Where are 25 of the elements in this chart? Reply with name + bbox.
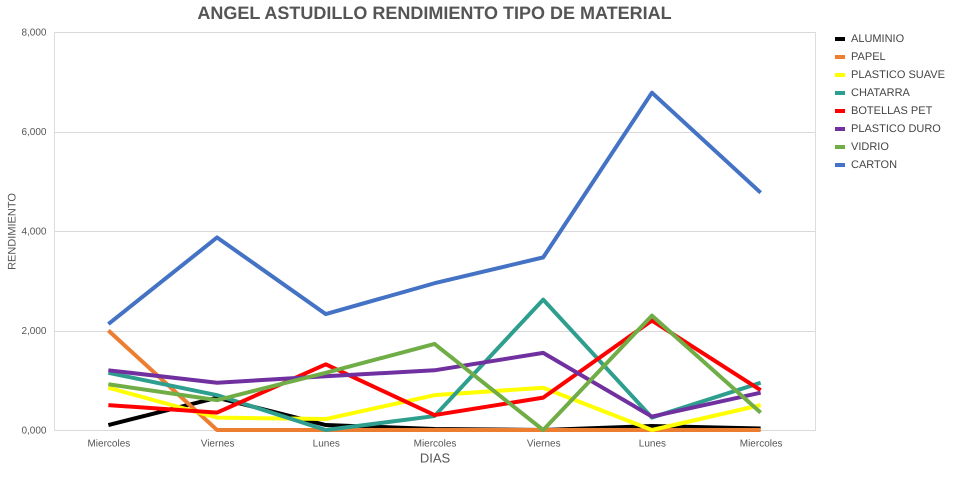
legend-label: ALUMINIO xyxy=(851,33,905,45)
line-series xyxy=(106,350,763,419)
legend-label: CHATARRA xyxy=(851,87,911,99)
x-tick-label: Miercoles xyxy=(740,438,783,450)
chart-title: ANGEL ASTUDILLO RENDIMIENTO TIPO DE MATERIAL xyxy=(197,3,672,23)
y-tick-label: 8,000 xyxy=(21,28,47,38)
line-series xyxy=(106,90,763,326)
x-axis-title: DIAS xyxy=(420,450,450,466)
legend-label: VIDRIO xyxy=(851,141,890,153)
x-tick-label: Viernes xyxy=(526,438,561,450)
y-tick-label: 4,000 xyxy=(21,226,47,238)
legend-label: PLASTICO SUAVE xyxy=(851,69,945,81)
y-axis-title: RENDIMIENTO xyxy=(6,192,18,270)
legend-label: CARTON xyxy=(851,159,898,171)
x-tick-label: Miercoles xyxy=(414,438,456,450)
x-tick-label: Lunes xyxy=(312,438,340,450)
y-tick-label: 2,000 xyxy=(21,326,47,337)
x-tick-label: Miercoles xyxy=(87,438,130,450)
legend-label: PLASTICO DURO xyxy=(851,123,942,135)
y-tick-label: 6,000 xyxy=(21,127,47,138)
legend-label: BOTELLAS PET xyxy=(851,105,933,117)
y-tick-label: 0,000 xyxy=(21,426,47,436)
x-tick-label: Lunes xyxy=(638,438,666,450)
x-tick-label: Viernes xyxy=(200,438,234,450)
legend-label: PAPEL xyxy=(851,51,886,63)
